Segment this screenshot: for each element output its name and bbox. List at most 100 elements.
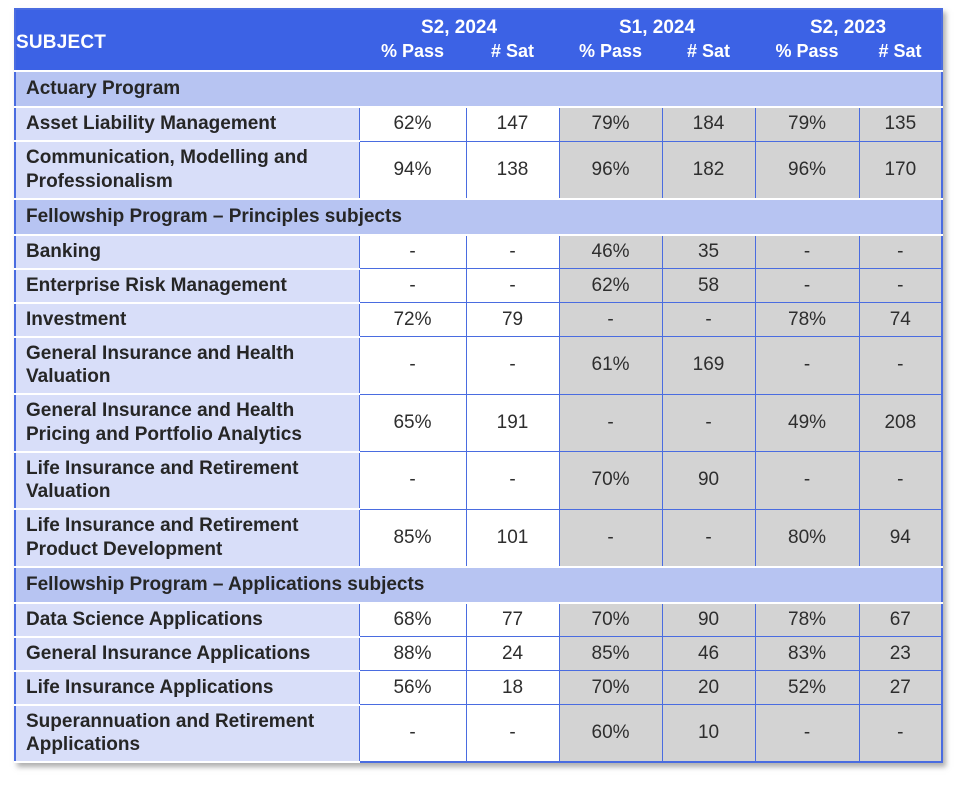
header-row-periods: SUBJECT S2, 2024 S1, 2024 S2, 2023 <box>15 9 943 71</box>
table-row: Asset Liability Management 62% 147 79% 184 79… <box>14 106 943 142</box>
section-title: Fellowship Program – Principles subjects <box>15 197 943 236</box>
table-body: Actuary Program Asset Liability Managemen… <box>14 70 943 763</box>
table-row: Enterprise Risk Management - -62% 58- - <box>14 267 943 304</box>
sat-count-header: # Sat <box>466 40 560 71</box>
sat-count-cell: 27 <box>858 670 943 705</box>
sat-count-cell: 90 <box>661 602 756 637</box>
sat-count-cell: 35 <box>661 234 756 269</box>
pass-rate-cell: 70% <box>558 602 663 637</box>
sat-count-cell: 90 <box>661 451 756 510</box>
sat-count-cell: 182 <box>661 140 756 199</box>
sat-count-cell: 101 <box>465 508 560 567</box>
pass-rate-cell: 46% <box>558 234 663 269</box>
pass-rate-cell: 62% <box>358 106 467 142</box>
subject-cell: Life Insurance Applications <box>14 669 360 706</box>
sat-count-cell: - <box>465 268 560 303</box>
section-title: Fellowship Program – Applications subjec… <box>15 565 943 604</box>
sat-count-cell: 23 <box>858 636 943 671</box>
pass-rate-cell: - <box>558 508 663 567</box>
pass-rate-header: % Pass <box>359 40 466 71</box>
exam-results-table: SUBJECT S2, 2024 S1, 2024 S2, 2023 % Pas… <box>14 8 944 763</box>
pass-rate-cell: 62% <box>558 268 663 303</box>
pass-rate-cell: 70% <box>558 451 663 510</box>
section-title: Actuary Program <box>15 70 943 108</box>
pass-rate-cell: 70% <box>558 670 663 705</box>
sat-count-cell: 147 <box>465 106 560 142</box>
table-header: SUBJECT S2, 2024 S1, 2024 S2, 2023 % Pas… <box>15 9 943 71</box>
pass-rate-cell: - <box>558 302 663 337</box>
pass-rate-cell: 96% <box>558 140 663 199</box>
pass-rate-header: % Pass <box>559 40 663 71</box>
pass-rate-cell: 65% <box>358 393 467 452</box>
table-row: Life Insurance and Retirement Product De… <box>14 508 943 568</box>
sat-count-cell: 77 <box>465 602 560 637</box>
table-row: Life Insurance and Retirement Valuation -… <box>14 450 943 510</box>
pass-rate-cell: 85% <box>558 636 663 671</box>
sat-count-cell: - <box>661 393 756 452</box>
pass-rate-cell: - <box>558 393 663 452</box>
sat-count-cell: 67 <box>858 602 943 637</box>
sat-count-cell: 74 <box>858 302 943 337</box>
sat-count-cell: - <box>661 508 756 567</box>
sat-count-cell: - <box>858 268 943 303</box>
table-row: Banking - -46% 35- - <box>14 233 943 270</box>
subject-cell: Communication, Modelling and Professiona… <box>14 140 360 200</box>
sat-count-cell: 10 <box>661 704 756 763</box>
table-row: General Insurance and Health Pricing and… <box>14 393 943 453</box>
period-header-s2-2024: S2, 2024 <box>359 9 560 40</box>
sat-count-cell: 20 <box>661 670 756 705</box>
subject-column-header: SUBJECT <box>15 9 359 71</box>
subject-cell: Asset Liability Management <box>14 106 360 142</box>
pass-rate-cell: 96% <box>754 140 860 199</box>
pass-rate-cell: 80% <box>754 508 860 567</box>
pass-rate-cell: 79% <box>558 106 663 142</box>
sat-count-header: # Sat <box>662 40 756 71</box>
subject-cell: Life Insurance and Retirement Product De… <box>14 508 360 568</box>
section-row: Fellowship Program – Principles subjects <box>15 197 943 236</box>
pass-rate-cell: - <box>358 336 467 395</box>
section-row: Fellowship Program – Applications subjec… <box>15 565 943 604</box>
pass-rate-cell: - <box>754 268 860 303</box>
header-row-metrics: % Pass # Sat % Pass # Sat % Pass # Sat <box>15 40 943 71</box>
sat-count-cell: - <box>858 704 943 763</box>
pass-rate-cell: 52% <box>754 670 860 705</box>
sat-count-cell: - <box>858 336 943 395</box>
sat-count-cell: - <box>858 451 943 510</box>
pass-rate-cell: 68% <box>358 602 467 637</box>
subject-cell: Data Science Applications <box>14 601 360 638</box>
sat-count-cell: - <box>465 234 560 269</box>
pass-rate-cell: - <box>358 268 467 303</box>
pass-rate-cell: 49% <box>754 393 860 452</box>
pass-rate-cell: 83% <box>754 636 860 671</box>
sat-count-cell: - <box>465 704 560 763</box>
subject-cell: General Insurance and Health Pricing and… <box>14 393 360 453</box>
pass-rate-cell: 61% <box>558 336 663 395</box>
sat-count-cell: 24 <box>465 636 560 671</box>
pass-rate-cell: 79% <box>754 106 860 142</box>
pass-rate-cell: 60% <box>558 704 663 763</box>
table-row: General Insurance and Health Valuation - -… <box>14 335 943 395</box>
pass-rate-cell: 88% <box>358 636 467 671</box>
pass-rate-cell: 78% <box>754 302 860 337</box>
period-header-s2-2023: S2, 2023 <box>755 9 943 40</box>
pass-rate-cell: - <box>358 234 467 269</box>
subject-cell: Enterprise Risk Management <box>14 267 360 304</box>
sat-count-cell: 94 <box>858 508 943 567</box>
table-row: Data Science Applications 68% 77 70% 90 78% 67 <box>14 601 943 638</box>
subject-cell: General Insurance and Health Valuation <box>14 335 360 395</box>
subject-cell: Superannuation and Retirement Applicatio… <box>14 703 360 763</box>
sat-count-cell: 135 <box>858 106 943 142</box>
sat-count-cell: 191 <box>465 393 560 452</box>
pass-rate-header: % Pass <box>755 40 860 71</box>
pass-rate-cell: - <box>754 704 860 763</box>
sat-count-cell: 18 <box>465 670 560 705</box>
page: SUBJECT S2, 2024 S1, 2024 S2, 2023 % Pas… <box>14 8 944 763</box>
sat-count-cell: 138 <box>465 140 560 199</box>
pass-rate-cell: - <box>358 704 467 763</box>
sat-count-cell: 208 <box>858 393 943 452</box>
pass-rate-cell: 78% <box>754 602 860 637</box>
pass-rate-cell: 94% <box>358 140 467 199</box>
period-header-s1-2024: S1, 2024 <box>559 9 756 40</box>
sat-count-header: # Sat <box>859 40 943 71</box>
subject-cell: Banking <box>14 233 360 270</box>
